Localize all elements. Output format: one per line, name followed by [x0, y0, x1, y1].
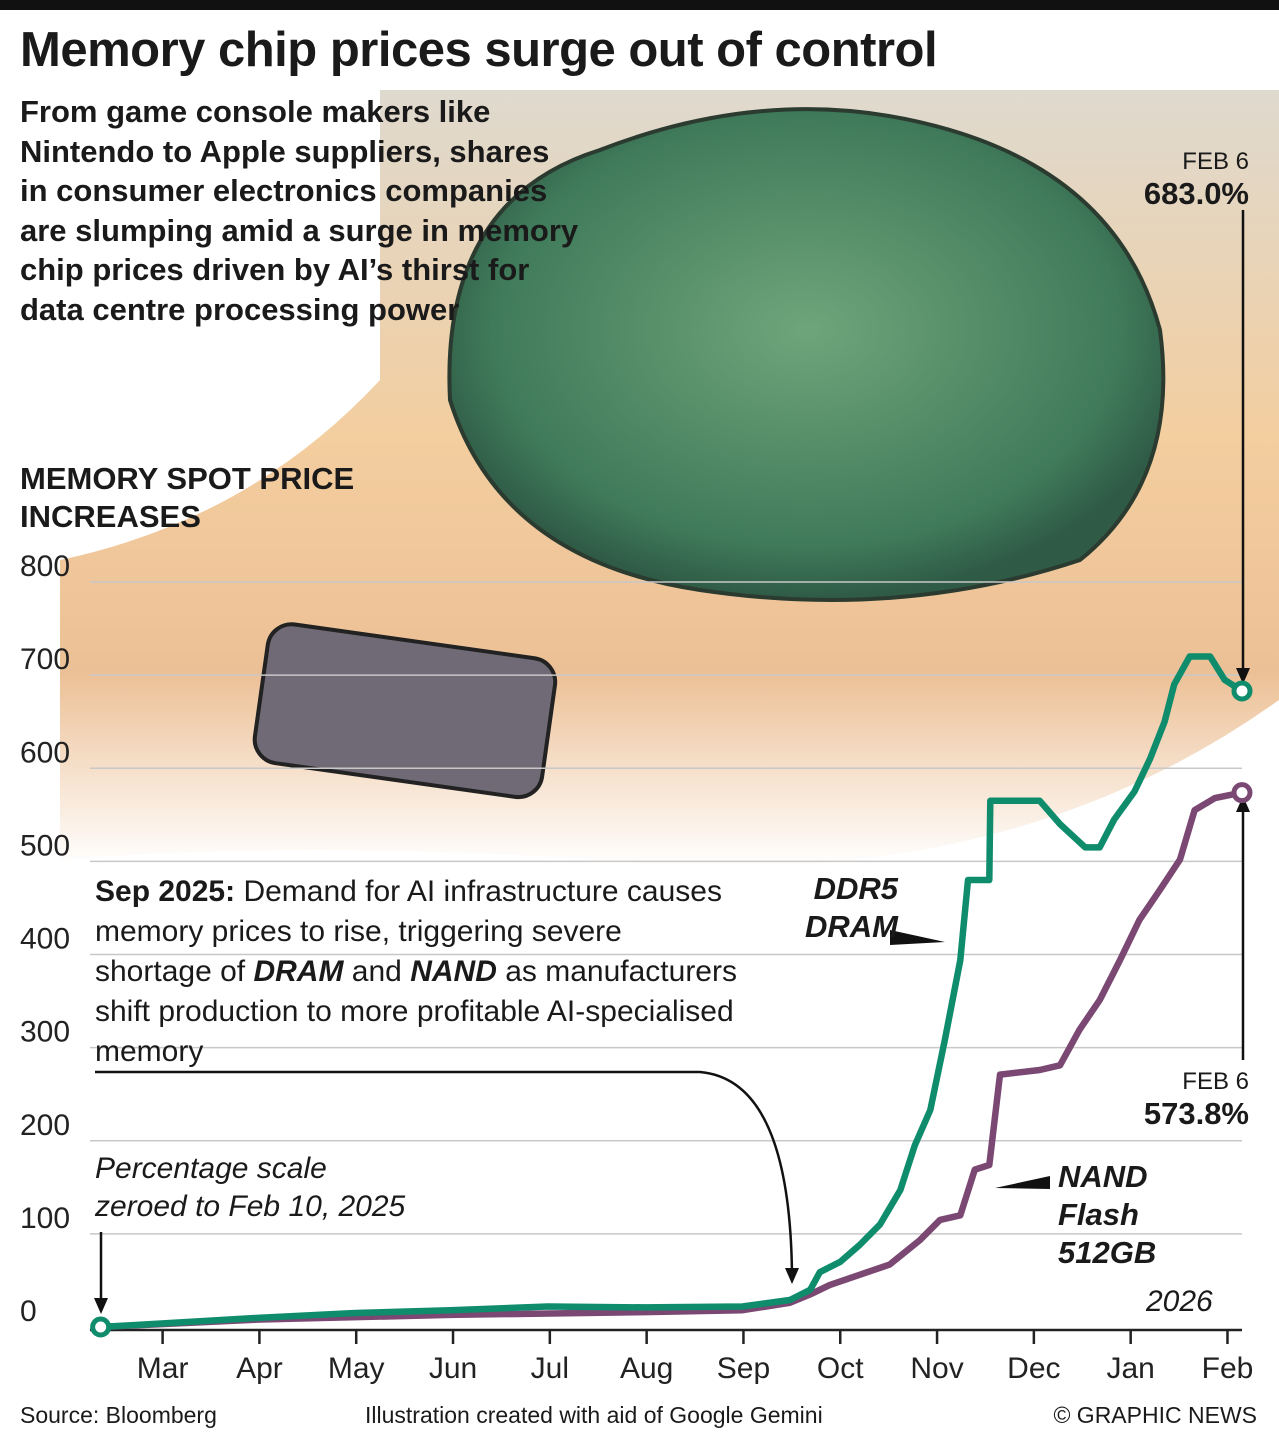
end-point [1231, 782, 1253, 804]
end-date: FEB 6 [1182, 1068, 1249, 1095]
credit: © GRAPHIC NEWS [1053, 1402, 1257, 1428]
arrow-head [1236, 796, 1250, 812]
x-tick-label: Dec [1007, 1352, 1060, 1385]
arrow-heads [94, 668, 1250, 1314]
illustration-console [252, 622, 558, 800]
y-tick-label: 500 [20, 829, 70, 862]
top-bar [0, 0, 1279, 10]
pointer [890, 930, 945, 945]
annotation-text: Demand for AI infrastructure causes memo… [95, 875, 722, 988]
pointer [995, 1176, 1050, 1189]
arrow-head [1236, 668, 1250, 684]
annotation-emphasis: NAND [410, 955, 497, 988]
illustration-credit: Illustration created with aid of Google … [365, 1402, 823, 1428]
y-tick-label: 400 [20, 923, 70, 956]
y-tick-label: 800 [20, 550, 70, 583]
arrows [95, 210, 1245, 1300]
x-tick-label: Aug [620, 1352, 673, 1385]
annotation-text: as manufacturers shift production to mor… [95, 955, 737, 1068]
x-tick-label: Nov [910, 1352, 963, 1385]
end-date: FEB 6 [1182, 148, 1249, 175]
illustration-brain [447, 107, 1166, 602]
x-tick-label: Sep [717, 1352, 770, 1385]
grid [90, 581, 1242, 1235]
annotation: Sep 2025: Demand for AI infrastructure c… [95, 872, 745, 1072]
annotation-lead: Sep 2025: [95, 875, 236, 908]
y-tick-label: 700 [20, 643, 70, 676]
end-point [1231, 680, 1253, 702]
y-tick-label: 600 [20, 736, 70, 769]
x-tick-label: Mar [137, 1352, 189, 1385]
x-tick-label: Jun [429, 1352, 477, 1385]
start-point [90, 1316, 112, 1338]
y-tick-label: 0 [20, 1295, 37, 1328]
x-tick-label: Jul [531, 1352, 569, 1385]
series-line [97, 653, 1246, 1331]
arrow-head [785, 1268, 799, 1284]
annotation-emphasis: DRAM [253, 955, 344, 988]
arrow-head [94, 1298, 108, 1314]
x-tick-label: Apr [236, 1352, 283, 1385]
end-label: 683.0% [1143, 176, 1249, 211]
legend-label: DDR5 DRAM [805, 871, 898, 944]
source: Source: Bloomberg [20, 1402, 217, 1428]
x-tick-label: Jan [1106, 1352, 1154, 1385]
y-tick-label: 100 [20, 1202, 70, 1235]
x-tick-label: May [328, 1352, 385, 1385]
scale-note: Percentage scale zeroed to Feb 10, 2025 [95, 1152, 406, 1223]
x-tick-label: Oct [817, 1352, 864, 1385]
annotation-text: and [351, 955, 402, 988]
arrow-line [95, 1070, 794, 1276]
series-line [97, 789, 1246, 1331]
legend-label: NAND Flash 512GB [1058, 1159, 1157, 1270]
title: Memory chip prices surge out of control [20, 23, 938, 77]
end-label: 573.8% [1143, 1096, 1249, 1131]
x-tick-label: Feb [1202, 1352, 1254, 1385]
subtitle: From game console makers like Nintendo t… [20, 94, 579, 327]
chart-title: MEMORY SPOT PRICE INCREASES [20, 461, 355, 534]
year-label: 2026 [1146, 1285, 1213, 1318]
y-tick-label: 300 [20, 1016, 70, 1049]
y-tick-label: 200 [20, 1109, 70, 1142]
